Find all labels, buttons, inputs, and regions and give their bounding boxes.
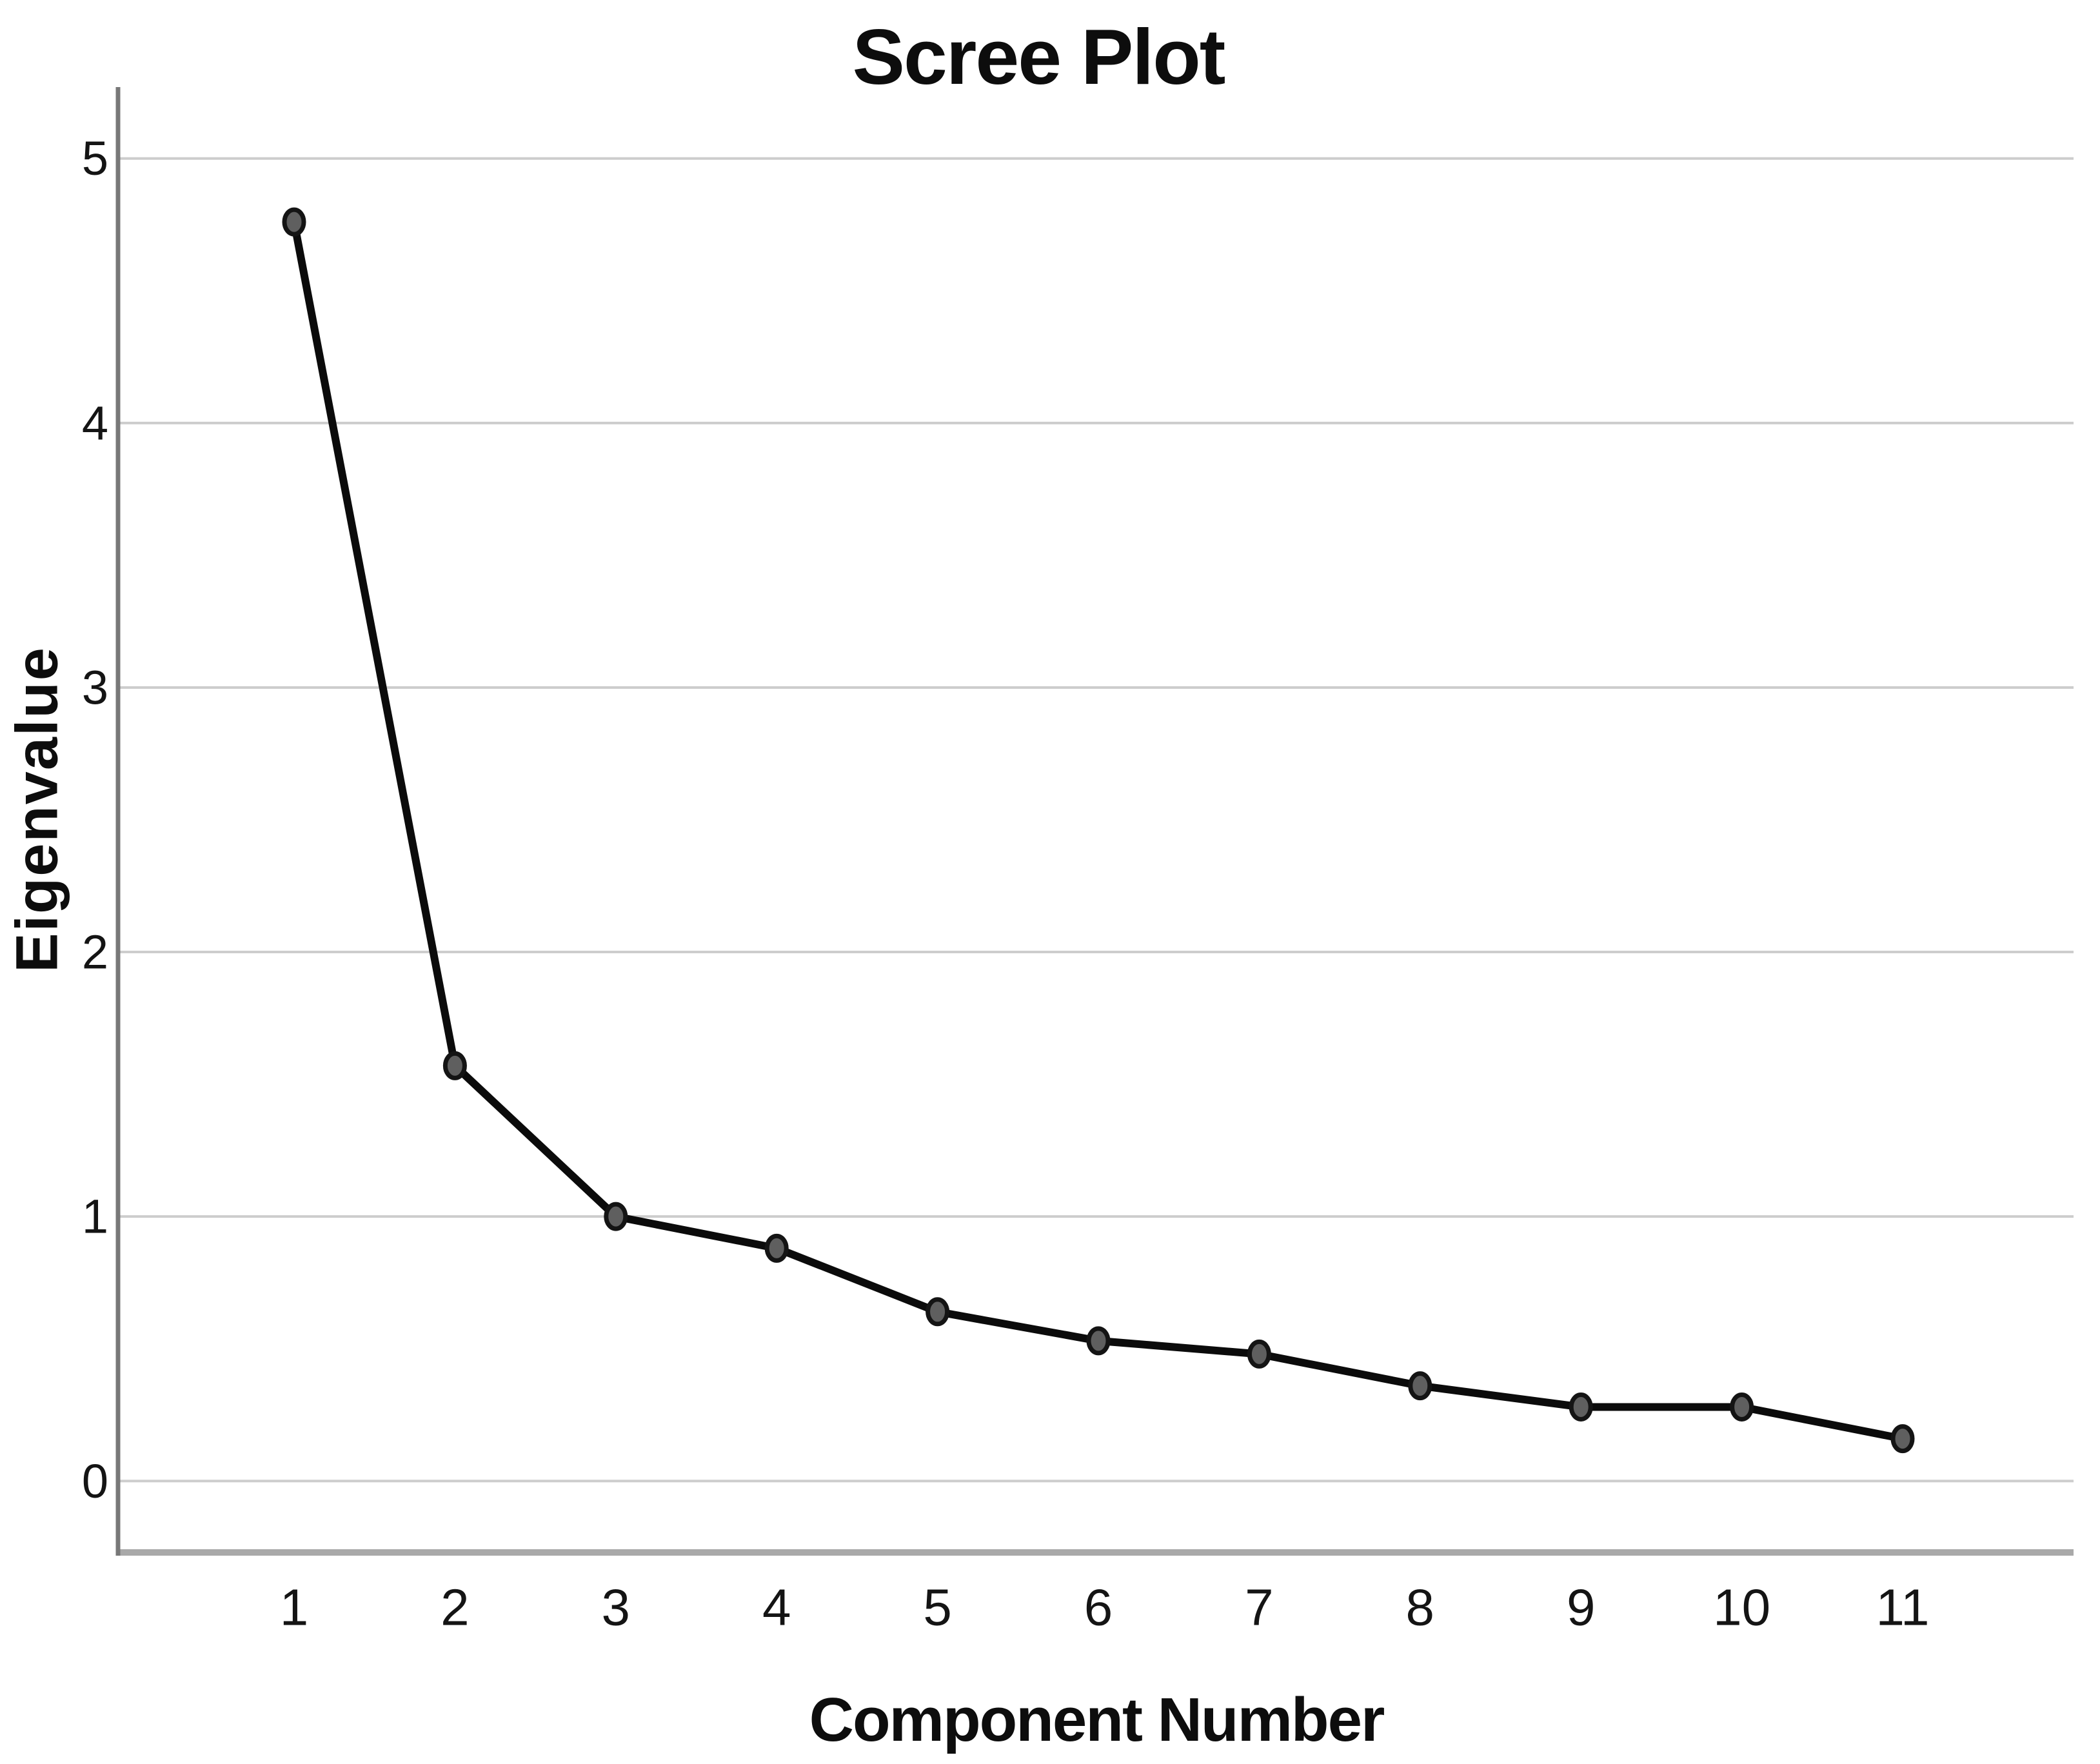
x-tick-label: 3	[602, 1579, 631, 1636]
x-tick-label: 4	[762, 1579, 791, 1636]
x-tick-label: 1	[280, 1579, 309, 1636]
chart-title: Scree Plot	[852, 13, 1226, 101]
data-point	[1408, 1371, 1432, 1401]
data-point	[1247, 1339, 1271, 1369]
x-tick-label: 6	[1084, 1579, 1113, 1636]
x-tick-label: 10	[1713, 1579, 1770, 1636]
y-tick-label: 0	[82, 1454, 108, 1508]
y-tick-label: 1	[82, 1190, 108, 1244]
data-point	[1569, 1392, 1593, 1422]
x-tick-label: 11	[1876, 1579, 1929, 1636]
x-tick-label: 8	[1406, 1579, 1435, 1636]
y-tick-label: 5	[82, 132, 108, 185]
x-tick-label: 9	[1567, 1579, 1596, 1636]
y-tick-label: 3	[82, 660, 108, 714]
y-tick-label: 2	[82, 926, 108, 979]
data-point	[282, 207, 306, 237]
data-point	[1086, 1326, 1111, 1356]
series-line	[290, 221, 1904, 1443]
data-point	[764, 1233, 789, 1263]
data-point	[926, 1297, 950, 1327]
x-tick-label: 5	[923, 1579, 952, 1636]
data-point	[604, 1202, 628, 1231]
x-tick-label: 7	[1245, 1579, 1274, 1636]
data-point	[1730, 1392, 1754, 1422]
x-axis-title: Component Number	[809, 1685, 1385, 1754]
data-point	[1890, 1424, 1915, 1454]
y-tick-label: 4	[82, 396, 108, 450]
data-point	[442, 1051, 467, 1080]
x-tick-label: 2	[441, 1579, 470, 1636]
